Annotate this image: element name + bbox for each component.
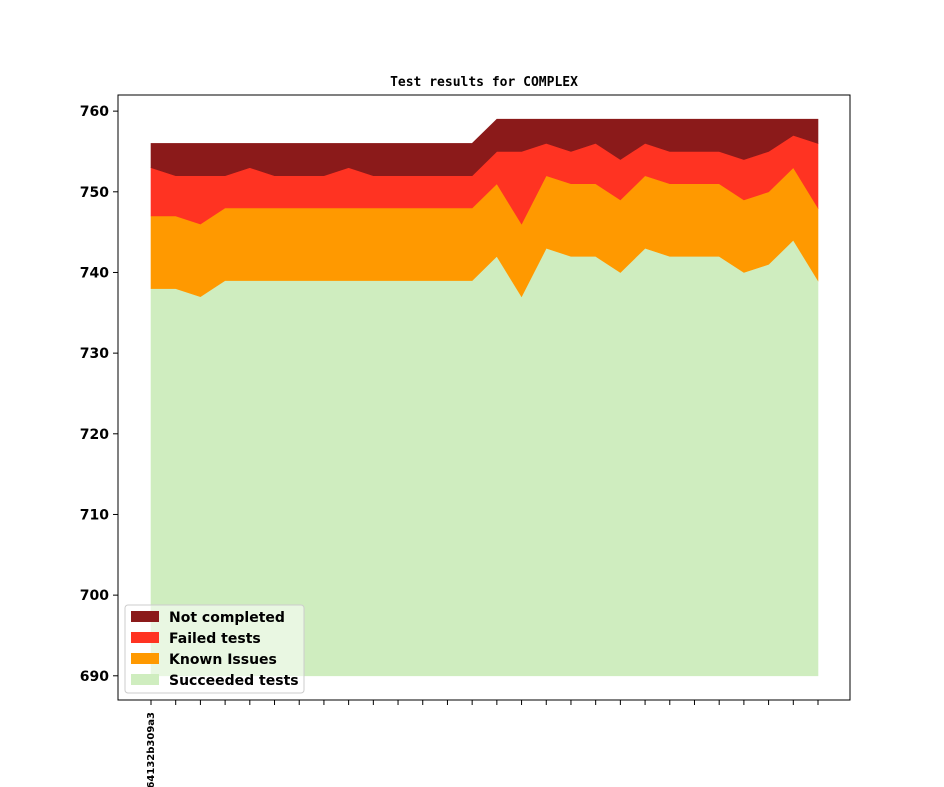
ytick-label: 740 xyxy=(80,265,109,281)
axes-layer: 690 700 710 720 730 740 750 760 64132b309a3 xyxy=(80,94,851,787)
ytick-label: 690 xyxy=(80,669,109,685)
ytick-label: 750 xyxy=(80,185,109,201)
legend-swatch-not-completed xyxy=(131,611,159,622)
ytick-label: 720 xyxy=(80,427,109,443)
plot-frame xyxy=(117,94,851,701)
ytick-label: 700 xyxy=(80,588,109,604)
area-not-completed xyxy=(150,118,819,176)
xtick-label: 64132b309a3 xyxy=(146,712,157,787)
legend-label-succeeded-tests: Succeeded tests xyxy=(169,673,299,689)
areas-layer xyxy=(150,118,819,677)
legend-swatch-succeeded-tests xyxy=(131,674,159,685)
chart-title: Test results for COMPLEX xyxy=(390,75,578,90)
ytick-label: 730 xyxy=(80,346,109,362)
legend-swatch-known-issues xyxy=(131,653,159,664)
legend-box xyxy=(124,604,305,694)
legend-label-not-completed: Not completed xyxy=(169,610,285,626)
legend-label-failed-tests: Failed tests xyxy=(169,631,261,647)
ytick-label: 760 xyxy=(80,104,109,120)
legend-swatch-failed-tests xyxy=(131,632,159,643)
ytick-label: 710 xyxy=(80,507,109,523)
chart-legend: Not completed Failed tests Known Issues Suc… xyxy=(124,604,305,694)
legend-label-known-issues: Known Issues xyxy=(169,652,277,668)
